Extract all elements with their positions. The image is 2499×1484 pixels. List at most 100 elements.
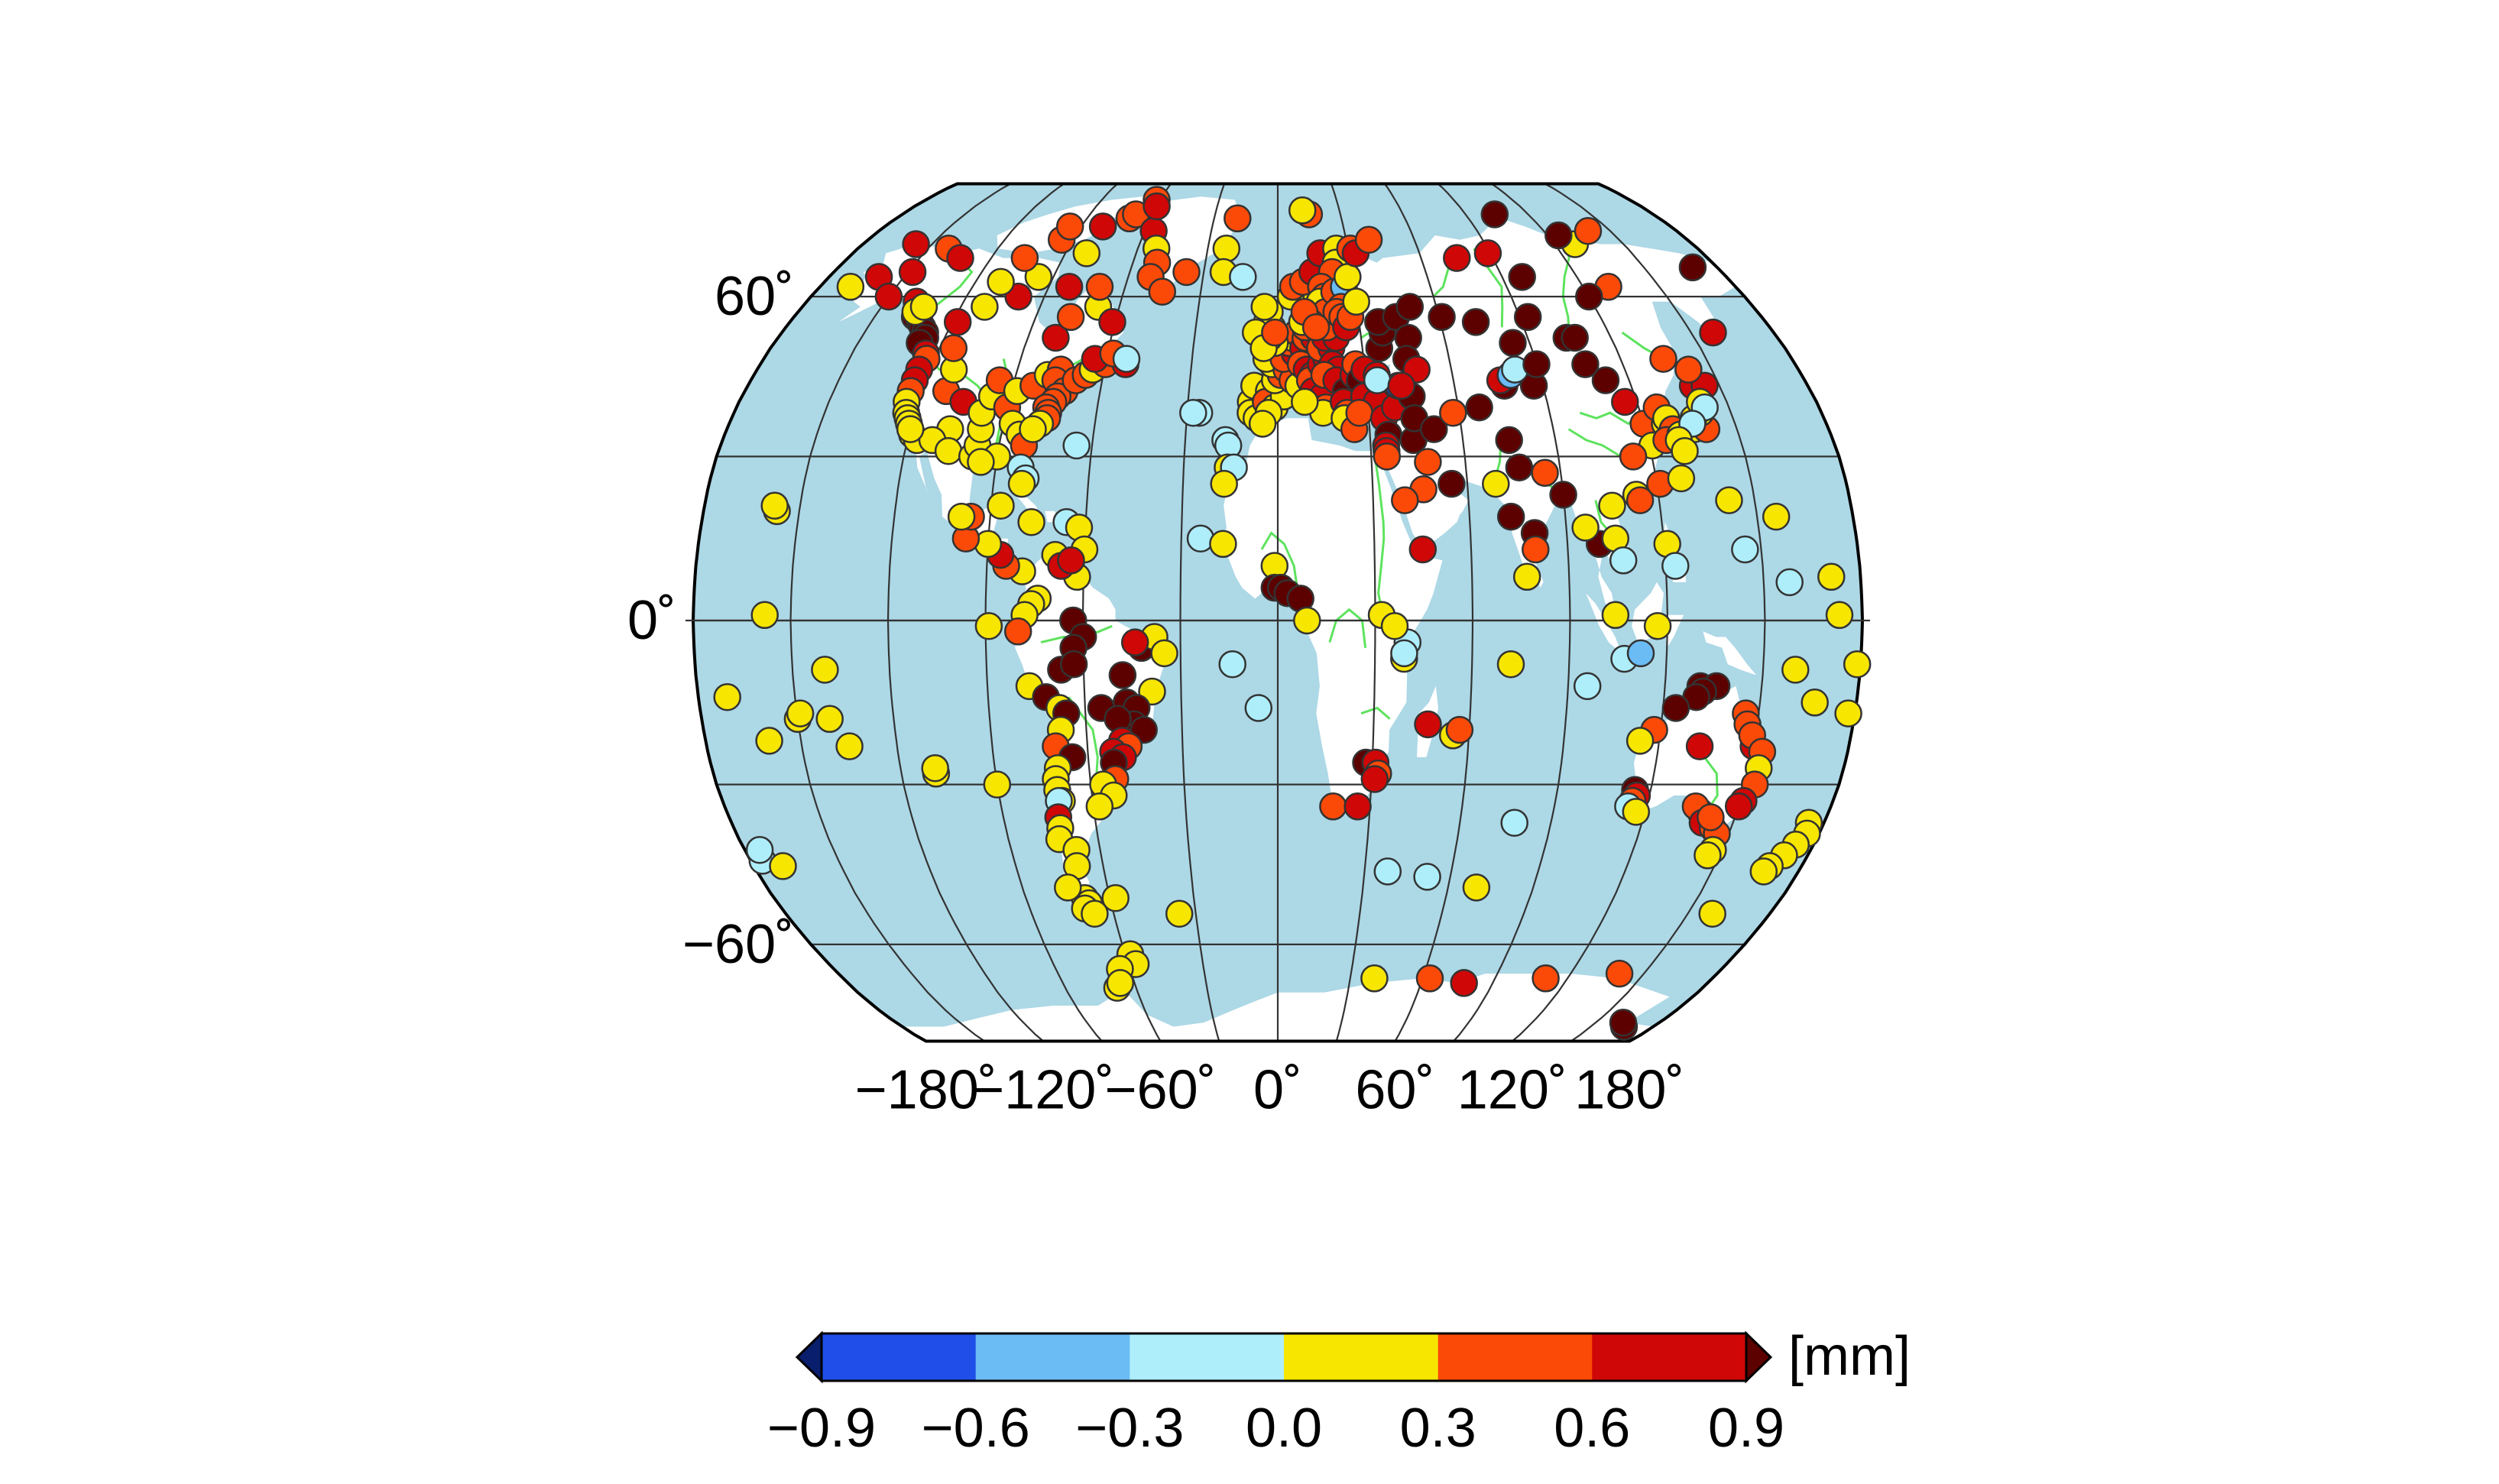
colorbar-tick-label: 0.9: [1708, 1398, 1784, 1459]
river-line: [1328, 608, 1367, 648]
station-point: [1598, 491, 1626, 520]
station-point: [1544, 221, 1573, 250]
meridian-line: [1544, 183, 1766, 1042]
colorbar-over-triangle: [1745, 1330, 1773, 1384]
colorbar-bin: [822, 1333, 977, 1381]
station-point: [1482, 469, 1510, 498]
station-point: [1674, 355, 1703, 384]
station-point: [1500, 808, 1528, 837]
station-point: [1413, 863, 1441, 891]
station-point: [1667, 464, 1696, 493]
station-point: [1354, 225, 1383, 254]
colorbar: −0.9 −0.6 −0.3 0.0 0.3 0.6 0.9 [mm]: [767, 1326, 1911, 1459]
station-point: [1343, 792, 1372, 821]
station-point: [1098, 308, 1126, 336]
station-point: [1445, 715, 1474, 744]
station-point: [1250, 293, 1279, 321]
station-point: [1143, 192, 1171, 221]
station-point: [750, 601, 779, 630]
station-point: [1179, 398, 1207, 427]
station-point: [1373, 442, 1402, 471]
station-point: [1212, 235, 1241, 263]
station-point: [1081, 899, 1109, 928]
station-point: [1019, 415, 1047, 443]
station-point: [1059, 650, 1088, 679]
station-point: [1055, 273, 1084, 301]
station-point: [1661, 552, 1690, 580]
longitude-label: 180˚: [1574, 1060, 1684, 1121]
station-point: [1437, 469, 1466, 498]
station-point: [1112, 345, 1141, 373]
station-point: [1072, 239, 1101, 267]
station-point: [1088, 212, 1117, 241]
colorbar-tick-labels: −0.9 −0.6 −0.3 0.0 0.3 0.6 0.9: [767, 1398, 1784, 1459]
station-points: [713, 186, 1872, 1041]
station-point: [755, 727, 783, 755]
meridian-line: [1437, 183, 1571, 1042]
station-point: [1512, 562, 1541, 591]
longitude-labels: −180˚−120˚−60˚ 0˚ 60˚ 120˚ 180˚: [855, 1060, 1685, 1121]
station-point: [896, 415, 925, 443]
latitude-label: −60˚: [682, 914, 794, 975]
station-point: [974, 611, 1003, 640]
colorbar-tick-label: −0.3: [1075, 1398, 1184, 1459]
station-point: [1390, 639, 1418, 668]
station-point: [1056, 303, 1085, 332]
station-point: [987, 267, 1015, 296]
station-point: [1609, 546, 1638, 575]
station-point: [1781, 656, 1810, 684]
station-point: [1101, 883, 1130, 912]
station-point: [1762, 502, 1791, 531]
station-point: [1414, 448, 1442, 476]
station-point: [1085, 273, 1114, 301]
river-line: [1432, 267, 1450, 298]
station-point: [1360, 765, 1389, 793]
station-point: [1625, 486, 1655, 514]
station-point: [1420, 415, 1448, 443]
station-point: [1120, 628, 1149, 656]
station-point: [1007, 469, 1036, 498]
station-point: [1749, 857, 1778, 886]
station-point: [1694, 841, 1722, 870]
station-point: [769, 852, 797, 880]
station-point: [1522, 535, 1550, 564]
longitude-label: −60˚: [1105, 1060, 1217, 1121]
colorbar-bins: [822, 1333, 1747, 1381]
station-point: [1391, 486, 1419, 514]
map-frame: [691, 182, 1865, 1043]
station-point: [1334, 263, 1362, 291]
colorbar-bin: [975, 1333, 1130, 1381]
station-point: [1609, 1008, 1638, 1037]
station-point: [1415, 964, 1444, 993]
station-point: [874, 282, 903, 311]
station-point: [835, 732, 864, 760]
longitude-label: 120˚: [1457, 1060, 1567, 1121]
station-point: [1575, 282, 1603, 311]
station-point: [1801, 689, 1829, 717]
meridian-line: [886, 183, 1065, 1042]
station-point: [1724, 792, 1753, 821]
station-point: [1461, 308, 1490, 336]
station-point: [1775, 568, 1804, 597]
land-antarctica: [902, 964, 1670, 1042]
station-point: [1531, 964, 1560, 993]
station-point: [1465, 393, 1493, 422]
station-point: [1148, 277, 1177, 306]
station-point: [1601, 601, 1630, 630]
station-point: [939, 334, 968, 362]
station-point: [1248, 410, 1277, 438]
station-point: [1024, 263, 1053, 291]
station-point: [1387, 371, 1416, 400]
station-point: [1649, 345, 1677, 373]
station-point: [1054, 873, 1082, 902]
station-point: [1301, 313, 1331, 342]
station-point: [983, 770, 1012, 799]
colorbar-tick-label: −0.9: [767, 1398, 876, 1459]
station-point: [1229, 263, 1257, 291]
meridian-line: [984, 183, 1119, 1042]
station-point: [934, 436, 963, 465]
station-point: [1715, 486, 1743, 514]
station-point: [1010, 244, 1039, 272]
station-point: [786, 699, 815, 727]
